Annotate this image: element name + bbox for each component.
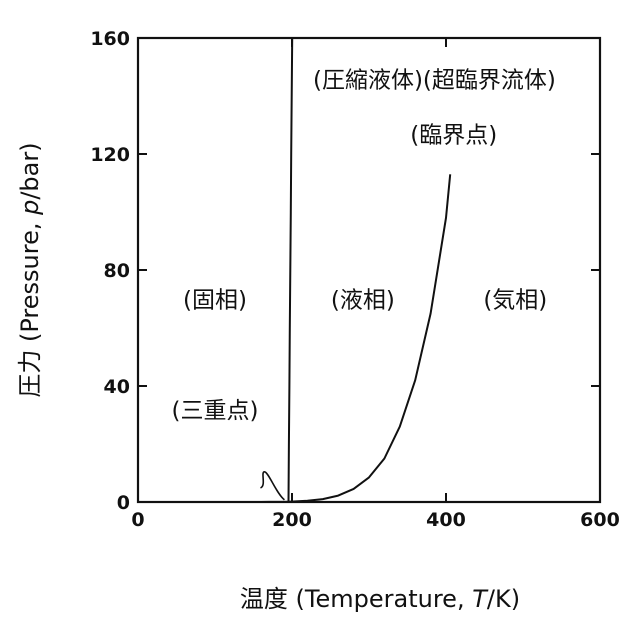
melting-curve	[289, 38, 293, 502]
triple-point-leader	[260, 472, 284, 500]
y-tick-label: 40	[104, 376, 130, 398]
annotation-label: (三重点)	[172, 398, 259, 424]
vaporization-curve	[289, 174, 451, 502]
y-tick-label: 160	[90, 28, 130, 50]
y-axis-label: 圧力 (Pressure, p/bar)	[16, 142, 44, 397]
annotation-label: (圧縮液体)(超臨界流体)	[313, 67, 556, 93]
x-axis-label: 温度 (Temperature, T/K)	[240, 585, 520, 613]
annotation-label: (固相)	[183, 288, 247, 314]
y-tick-label: 80	[104, 260, 130, 282]
x-tick-label: 600	[580, 509, 620, 531]
x-tick-label: 200	[272, 509, 312, 531]
annotation-label: (液相)	[331, 288, 395, 314]
x-tick-label: 400	[426, 509, 466, 531]
y-tick-label: 0	[117, 492, 130, 514]
annotation-label: (気相)	[483, 288, 547, 314]
y-tick-label: 120	[90, 144, 130, 166]
x-tick-label: 0	[131, 509, 144, 531]
plot-area-frame	[138, 38, 600, 502]
annotation-label: (臨界点)	[410, 122, 497, 148]
